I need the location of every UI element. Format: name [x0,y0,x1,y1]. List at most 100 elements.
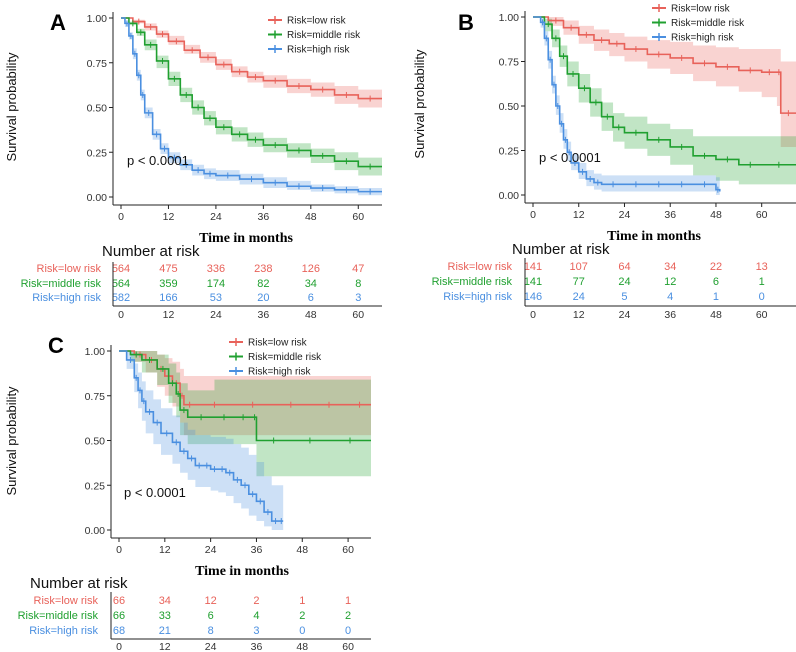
risk-table-x-tick-label: 36 [664,309,676,321]
risk-count-high: 24 [573,291,585,303]
risk-row-label-low: Risk=low risk [34,595,99,607]
y-tick-label: 1.00 [499,12,520,24]
x-tick-label: 48 [305,211,317,223]
risk-count-low: 1 [299,595,305,607]
survival-curve-middle [119,350,371,442]
risk-count-high: 1 [713,291,719,303]
x-tick-label: 24 [205,544,217,556]
risk-count-low: 66 [113,595,125,607]
survival-curve-middle [533,16,796,166]
x-tick-label: 60 [342,544,354,556]
legend-label-low: Risk=low risk [248,338,308,349]
risk-count-middle: 66 [113,610,125,622]
risk-count-middle: 141 [524,276,542,288]
risk-table-x-tick-label: 24 [210,309,222,321]
risk-count-high: 0 [345,625,351,637]
risk-count-middle: 2 [345,610,351,622]
y-tick-label: 0.00 [499,190,520,202]
risk-row-label-high: Risk=high risk [29,625,98,637]
risk-count-low: 107 [570,261,588,273]
ci-band-middle [533,17,796,185]
risk-table-x-tick-label: 60 [352,309,364,321]
risk-table-x-tick-label: 36 [258,309,270,321]
y-tick-label: 0.50 [499,101,520,113]
risk-count-high: 8 [208,625,214,637]
risk-count-high: 146 [524,291,542,303]
y-tick-label: 0.75 [499,57,520,69]
y-tick-label: 0.25 [87,147,108,159]
risk-count-low: 126 [302,263,320,275]
risk-row-label-low: Risk=low risk [37,263,102,275]
x-tick-label: 12 [159,544,171,556]
risk-count-middle: 82 [257,278,269,290]
risk-count-middle: 359 [159,278,177,290]
risk-count-low: 2 [253,595,259,607]
risk-count-low: 238 [254,263,272,275]
risk-row-label-low: Risk=low risk [448,261,513,273]
y-tick-label: 0.25 [85,480,106,492]
risk-count-middle: 174 [207,278,225,290]
risk-table-x-tick-label: 24 [205,641,217,652]
legend-label-high: Risk=high risk [287,45,351,56]
p-value-label: p < 0.0001 [539,150,601,165]
risk-table-x-tick-label: 12 [573,309,585,321]
risk-table-x-tick-label: 36 [251,641,263,652]
risk-table-x-tick-label: 48 [710,309,722,321]
x-tick-label: 48 [710,209,722,221]
panel-c: C0.000.250.500.751.000 12 24 36 48 60Survival… [4,333,371,652]
y-tick-label: 0.50 [85,436,106,448]
risk-row-label-middle: Risk=middle risk [18,610,99,622]
risk-count-low: 475 [159,263,177,275]
survival-curve-low [533,16,796,114]
panel-b: B0.000.250.500.751.000 12 24 36 48 60Survival… [412,4,796,321]
risk-count-high: 5 [621,291,627,303]
y-tick-label: 1.00 [85,346,106,358]
risk-count-high: 4 [667,291,673,303]
risk-count-high: 53 [210,292,222,304]
ci-band-high [533,17,720,195]
legend-label-middle: Risk=middle risk [287,30,361,41]
y-tick-label: 0.25 [499,146,520,158]
risk-count-high: 0 [299,625,305,637]
legend-label-middle: Risk=middle risk [671,18,745,29]
risk-count-middle: 6 [208,610,214,622]
risk-row-label-high: Risk=high risk [443,291,512,303]
panel-a: A0.000.250.500.751.000 12 24 36 48 60Survival… [4,10,382,321]
x-tick-label: 12 [163,211,175,223]
survival-curve-high [533,16,721,192]
risk-count-middle: 12 [664,276,676,288]
risk-count-middle: 6 [713,276,719,288]
number-at-risk-title: Number at risk [102,243,200,260]
y-tick-label: 0.00 [87,192,108,204]
y-tick-label: 0.00 [85,525,106,537]
risk-count-high: 3 [355,292,361,304]
legend-label-high: Risk=high risk [671,33,735,44]
ci-band-middle [121,18,382,176]
risk-count-middle: 77 [573,276,585,288]
risk-count-low: 13 [756,261,768,273]
y-tick-label: 0.75 [85,391,106,403]
risk-count-middle: 8 [355,278,361,290]
y-tick-label: 1.00 [87,13,108,25]
x-tick-label: 0 [530,209,536,221]
risk-count-high: 21 [159,625,171,637]
risk-count-low: 34 [664,261,676,273]
risk-table-x-tick-label: 60 [756,309,768,321]
risk-count-high: 582 [112,292,130,304]
x-tick-label: 36 [258,211,270,223]
risk-table-x-tick-label: 0 [116,641,122,652]
risk-count-high: 3 [253,625,259,637]
risk-count-low: 336 [207,263,225,275]
x-tick-label: 12 [573,209,585,221]
risk-count-middle: 34 [305,278,317,290]
risk-count-low: 1 [345,595,351,607]
y-tick-label: 0.50 [87,103,108,115]
x-tick-label: 0 [116,544,122,556]
risk-count-middle: 24 [618,276,630,288]
risk-count-middle: 564 [112,278,130,290]
x-tick-label: 48 [296,544,308,556]
x-tick-label: 36 [664,209,676,221]
risk-count-low: 22 [710,261,722,273]
legend-label-low: Risk=low risk [671,4,731,15]
x-tick-label: 24 [619,209,631,221]
